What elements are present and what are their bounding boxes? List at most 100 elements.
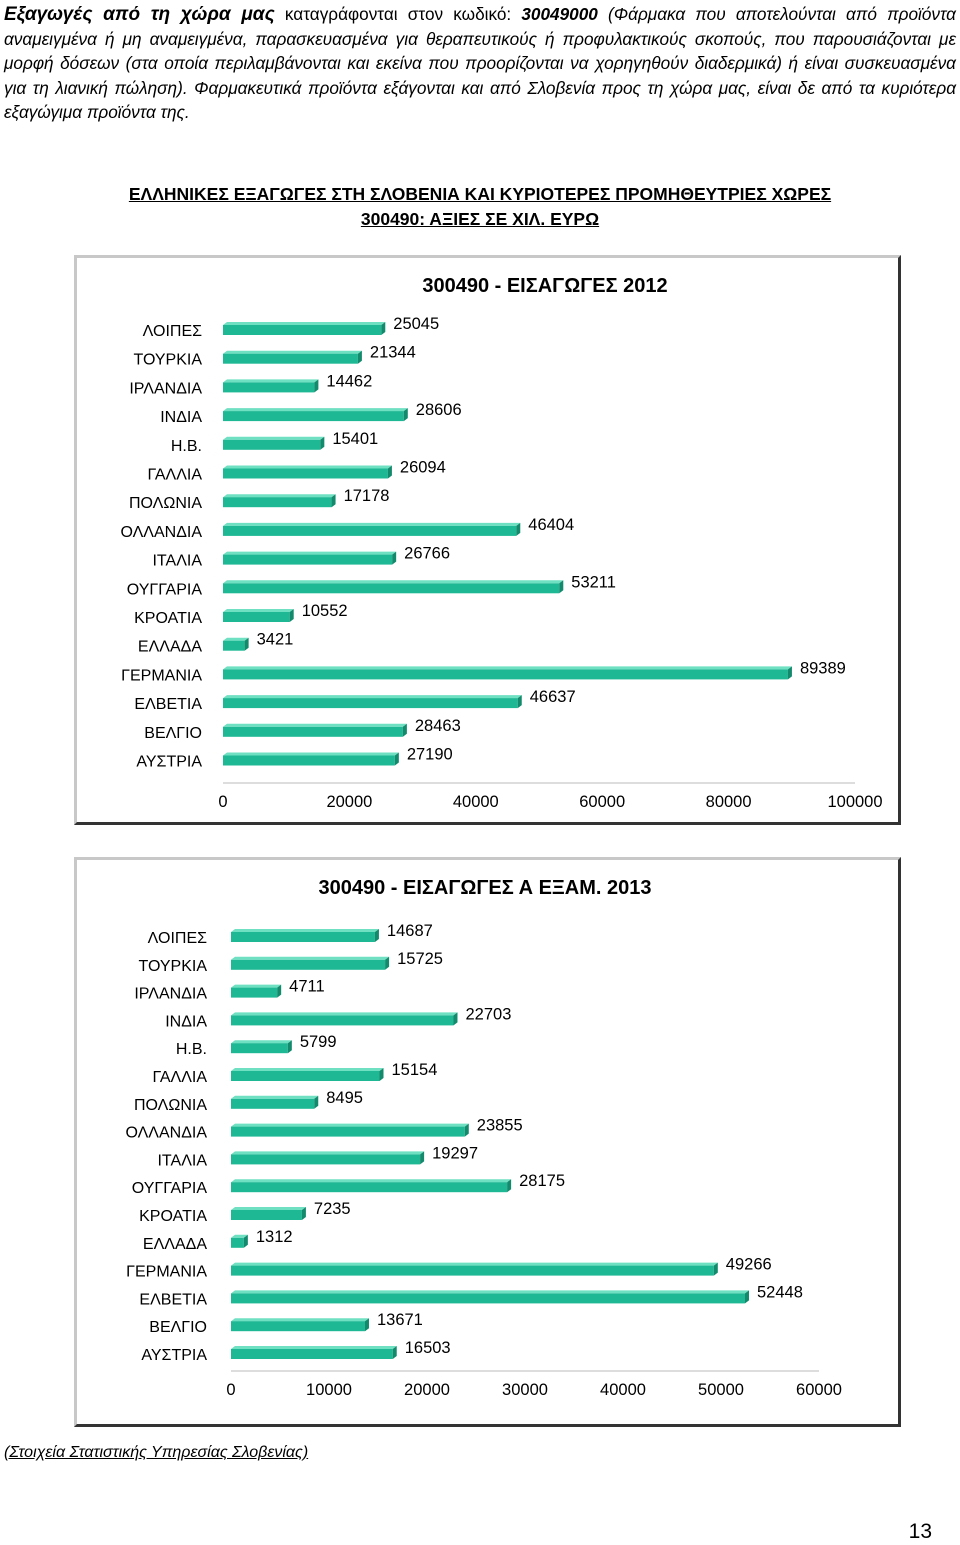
x-tick-label: 20000 bbox=[326, 793, 372, 811]
value-label: 27190 bbox=[407, 746, 453, 764]
bar-front-face bbox=[231, 987, 278, 998]
bar-front-face bbox=[231, 1293, 745, 1304]
bar-top-face bbox=[231, 1040, 292, 1044]
bar-top-face bbox=[223, 379, 319, 383]
chart-imports-h1-2013: 300490 - ΕΙΣΑΓΩΓΕΣ Α ΕΞΑΜ. 2013 ΛΟΙΠΕΣ 146… bbox=[74, 857, 901, 1427]
value-label: 7235 bbox=[314, 1200, 351, 1218]
bar-side-face bbox=[392, 1346, 397, 1359]
source-note: (Στοιχεία Στατιστικής Υπηρεσίας Σλοβενία… bbox=[4, 1444, 309, 1461]
bar-side-face bbox=[243, 1234, 248, 1248]
bar-front-face bbox=[231, 1237, 244, 1248]
value-label: 49266 bbox=[726, 1256, 772, 1274]
bar bbox=[231, 1290, 749, 1304]
chart-imports-2012: 300490 - ΕΙΣΑΓΩΓΕΣ 2012 ΛΟΙΠΕΣ 25045 ΤΟΥΡΚΙ… bbox=[74, 255, 901, 825]
category-label: ΙΡΛΑΝΔΙΑ bbox=[134, 986, 207, 1003]
bar-top-face bbox=[231, 1012, 458, 1016]
value-label: 19297 bbox=[432, 1144, 478, 1162]
bar bbox=[223, 723, 407, 737]
bar bbox=[223, 609, 294, 622]
value-label: 15725 bbox=[397, 950, 443, 968]
bar-front-face bbox=[231, 1071, 380, 1081]
bar-side-face bbox=[289, 609, 294, 622]
category-label: ΠΟΛΩΝΙΑ bbox=[129, 495, 202, 512]
bar-side-face bbox=[314, 1095, 319, 1109]
bar bbox=[223, 637, 249, 651]
bar bbox=[223, 551, 397, 565]
bar bbox=[223, 408, 408, 422]
bar-side-face bbox=[453, 1012, 458, 1026]
value-label: 15401 bbox=[332, 430, 378, 448]
category-label: ΑΥΣΤΡΙΑ bbox=[136, 754, 202, 771]
bar-side-face bbox=[403, 408, 408, 422]
category-label: ΙΡΛΑΝΔΙΑ bbox=[129, 380, 202, 397]
category-label: ΤΟΥΡΚΙΑ bbox=[138, 958, 207, 975]
category-label: ΕΛΛΑΔΑ bbox=[143, 1236, 207, 1253]
bar-front-face bbox=[223, 353, 358, 364]
bar-top-face bbox=[223, 752, 399, 756]
bar-side-face bbox=[516, 522, 521, 536]
x-tick-label: 0 bbox=[218, 793, 227, 811]
category-label: ΒΕΛΓΙΟ bbox=[149, 1319, 207, 1336]
bar-top-face bbox=[223, 350, 362, 354]
bar-side-face bbox=[787, 666, 792, 680]
bar-front-face bbox=[223, 468, 388, 479]
intro-lead: Εξαγωγές από τη χώρα μας bbox=[4, 4, 275, 25]
bar-side-face bbox=[357, 350, 362, 364]
bar-top-face bbox=[231, 1318, 369, 1322]
value-label: 52448 bbox=[757, 1283, 803, 1301]
bar bbox=[231, 1207, 306, 1220]
bar bbox=[231, 1068, 384, 1081]
bar-top-face bbox=[223, 695, 522, 699]
bar bbox=[231, 1151, 425, 1165]
category-label: ΠΟΛΩΝΙΑ bbox=[134, 1097, 207, 1114]
bar-front-face bbox=[231, 1210, 302, 1220]
x-tick-label: 60000 bbox=[796, 1381, 842, 1399]
category-label: ΚΡΟΑΤΙΑ bbox=[139, 1208, 207, 1225]
bar bbox=[231, 1318, 369, 1332]
bar-side-face bbox=[320, 436, 325, 450]
category-label: ΒΕΛΓΙΟ bbox=[144, 725, 202, 742]
chart-title: 300490 - ΕΙΣΑΓΩΓΕΣ Α ΕΞΑΜ. 2013 bbox=[318, 877, 651, 899]
bar-top-face bbox=[231, 929, 379, 932]
value-label: 1312 bbox=[256, 1228, 293, 1246]
bar-top-face bbox=[231, 1068, 384, 1071]
bar-top-face bbox=[231, 1151, 425, 1155]
bar bbox=[223, 436, 325, 450]
bar bbox=[231, 1123, 469, 1137]
bar bbox=[223, 322, 386, 335]
bar-front-face bbox=[231, 1043, 288, 1054]
bar bbox=[223, 465, 392, 479]
category-label: ΟΥΓΓΑΡΙΑ bbox=[127, 581, 203, 598]
bar-front-face bbox=[231, 1154, 421, 1165]
bar-front-face bbox=[223, 325, 382, 335]
bar-front-face bbox=[231, 1182, 508, 1193]
category-label: ΑΥΣΤΡΙΑ bbox=[141, 1347, 207, 1364]
bar-top-face bbox=[231, 1290, 749, 1294]
bar-top-face bbox=[231, 1095, 319, 1099]
value-label: 28463 bbox=[415, 717, 461, 735]
category-label: ΟΛΛΑΝΔΙΑ bbox=[125, 1125, 207, 1142]
bar-top-face bbox=[223, 494, 336, 498]
bar-side-face bbox=[744, 1290, 749, 1304]
bar-top-face bbox=[223, 551, 397, 555]
bar bbox=[223, 695, 522, 709]
value-label: 28606 bbox=[416, 401, 462, 419]
bar bbox=[223, 350, 362, 364]
bar-front-face bbox=[231, 1265, 714, 1276]
product-code: 30049000 bbox=[521, 4, 598, 24]
intro-paragraph: Εξαγωγές από τη χώρα μας καταγράφονται σ… bbox=[4, 2, 956, 124]
bar-top-face bbox=[231, 1262, 718, 1266]
bar-side-face bbox=[394, 752, 399, 766]
value-label: 4711 bbox=[289, 978, 324, 996]
value-label: 53211 bbox=[571, 573, 616, 591]
bar-front-face bbox=[223, 583, 560, 594]
value-label: 3421 bbox=[257, 631, 294, 649]
category-label: Η.Β. bbox=[176, 1041, 207, 1058]
bar-side-face bbox=[277, 984, 282, 998]
bar-side-face bbox=[381, 322, 386, 335]
bar-side-face bbox=[559, 580, 564, 594]
bar-side-face bbox=[331, 494, 336, 508]
category-label: ΚΡΟΑΤΙΑ bbox=[134, 610, 202, 627]
bar-top-face bbox=[223, 723, 407, 727]
bar bbox=[223, 752, 399, 766]
